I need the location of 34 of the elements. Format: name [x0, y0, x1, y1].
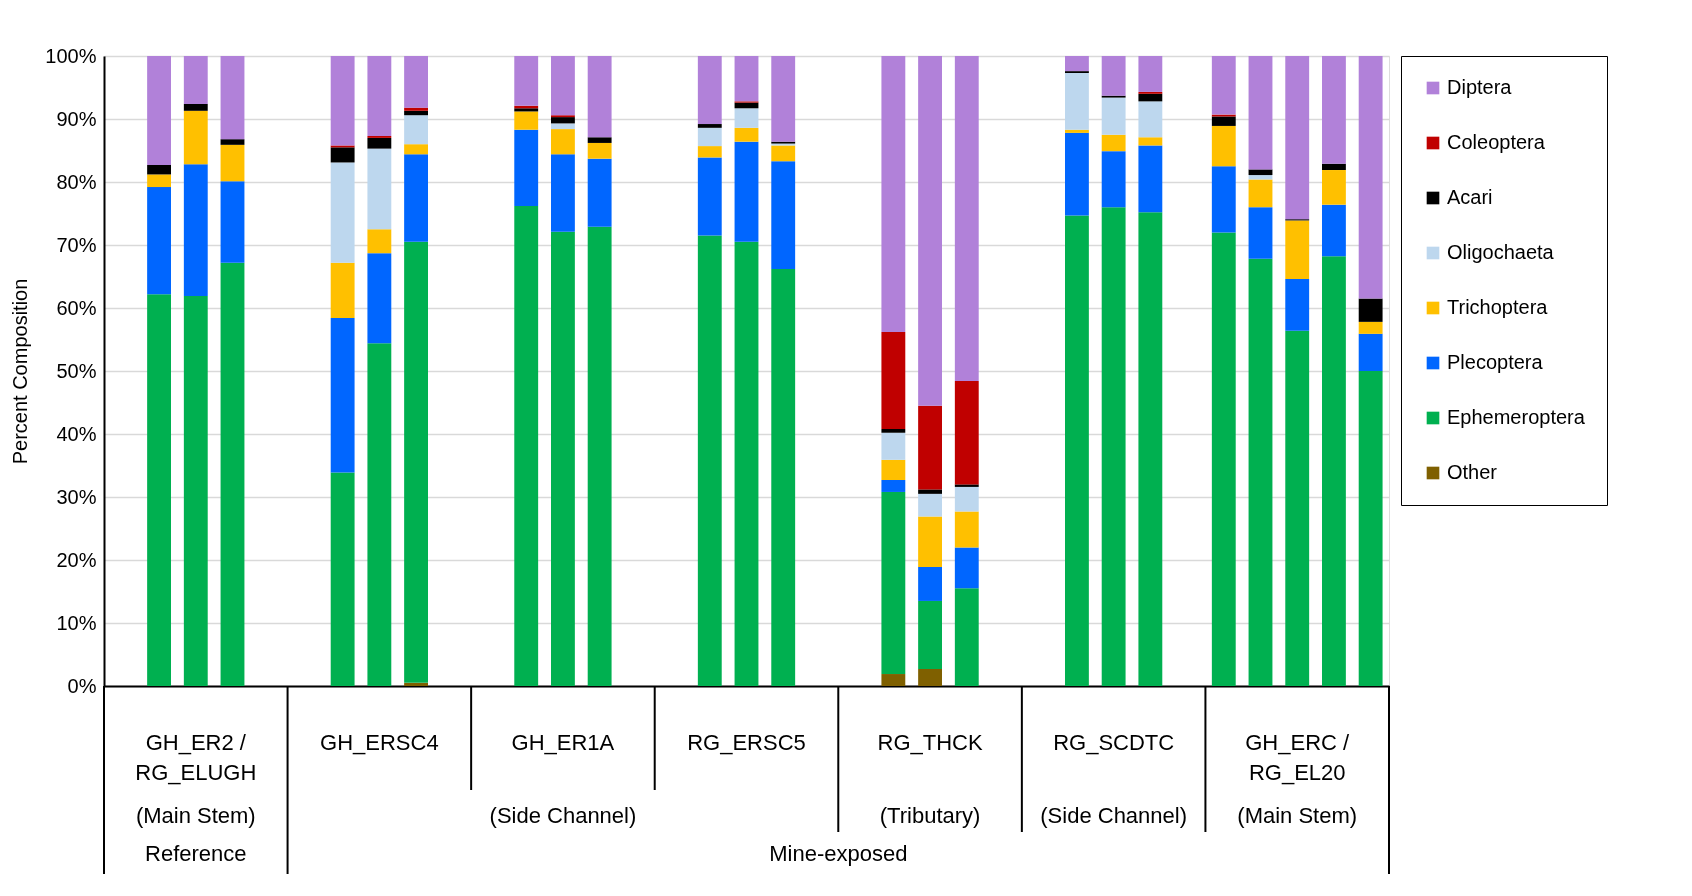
y-tick-label: 30% [56, 485, 97, 508]
y-tick-label: 90% [56, 107, 97, 130]
text: (Side Channel) [489, 803, 637, 828]
x-tick-label: GH_ER1A [511, 729, 615, 755]
y-tick-label: 50% [56, 359, 97, 382]
x-tick-label: RG_THCK [877, 729, 983, 755]
text: Mine-exposed [769, 841, 908, 866]
legend-label: Plecoptera [1447, 351, 1544, 373]
x-tick-label: GH_ER2 / RG_ELUGH [135, 729, 257, 785]
y-tick-label: 70% [56, 233, 97, 256]
legend-label: Trichoptera [1447, 296, 1549, 318]
legend-label: Other [1447, 461, 1498, 483]
y-tick-label: 10% [56, 611, 97, 634]
legend-label: Diptera [1447, 76, 1513, 98]
text: Reference [145, 841, 247, 866]
legend-label: Ephemeroptera [1447, 406, 1586, 428]
y-tick-label: 100% [45, 44, 97, 67]
x-tick-label: GH_ERC / RG_EL20 [1245, 729, 1351, 785]
text: (Tributary) [879, 803, 981, 828]
text: (Side Channel) [1040, 803, 1188, 828]
legend-label: Coleoptera [1447, 131, 1546, 153]
legend-label: Acari [1447, 186, 1493, 208]
x-tick-label: RG_SCDTC [1053, 729, 1175, 755]
x-tick-label: RG_ERSC5 [687, 729, 806, 755]
legend-label: Oligochaeta [1447, 241, 1555, 263]
text: (Main Stem) [1237, 803, 1358, 828]
y-tick-label: 80% [56, 170, 97, 193]
y-axis-title: Percent Composition [9, 278, 32, 465]
y-tick-label: 60% [56, 296, 97, 319]
y-tick-label: 40% [56, 422, 97, 445]
y-tick-label: 20% [56, 548, 97, 571]
x-tick-label: GH_ERSC4 [320, 729, 439, 755]
y-tick-label: 0% [67, 674, 97, 697]
text: (Main Stem) [135, 803, 256, 828]
